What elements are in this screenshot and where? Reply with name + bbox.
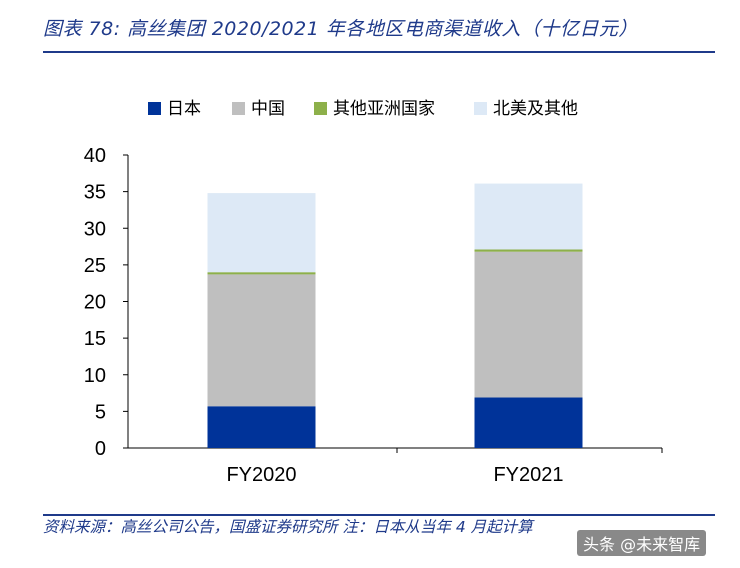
x-tick-label: FY2020 <box>226 464 296 486</box>
legend-swatch-3 <box>314 102 327 115</box>
header-rule <box>43 51 715 53</box>
y-tick-label: 5 <box>95 401 106 423</box>
legend-swatch-2 <box>232 102 245 115</box>
chart-header: 图表 78: 高丝集团 2020/2021 年各地区电商渠道收入（十亿日元） <box>43 12 713 42</box>
y-tick-label: 10 <box>84 365 106 387</box>
legend-swatch-1 <box>148 102 161 115</box>
bar-fy2021-series-1 <box>474 397 583 448</box>
y-tick-label: 35 <box>84 182 106 204</box>
y-tick-label: 40 <box>84 145 106 167</box>
bar-fy2020-series-3 <box>207 272 316 275</box>
bar-fy2021-series-3 <box>474 249 583 252</box>
y-tick-label: 15 <box>84 328 106 350</box>
y-tick-label: 30 <box>84 218 106 240</box>
legend-label-1: 日本 <box>167 99 201 119</box>
legend-label-4: 北美及其他 <box>493 99 578 119</box>
y-tick-label: 0 <box>95 438 106 460</box>
y-tick-label: 20 <box>84 292 106 314</box>
y-tick-label: 25 <box>84 255 106 277</box>
stacked-bar-chart: 日本 中国 其他亚洲国家 北美及其他 0 5 10 15 20 25 30 35 40 FY2020 FY2… <box>84 99 663 486</box>
legend-label-2: 中国 <box>251 99 285 119</box>
chart-title: 图表 78: 高丝集团 2020/2021 年各地区电商渠道收入（十亿日元） <box>43 18 638 40</box>
bar-fy2020-series-1 <box>207 406 316 448</box>
x-tick-label: FY2021 <box>493 464 563 486</box>
bar-fy2021-series-4 <box>474 183 583 250</box>
footer-rule <box>43 514 715 516</box>
bar-fy2020-series-4 <box>207 193 316 273</box>
legend-swatch-4 <box>474 102 487 115</box>
bar-fy2020-series-2 <box>207 274 316 407</box>
source-note: 资料来源：高丝公司公告，国盛证券研究所 注：日本从当年 4 月起计算 <box>43 518 533 536</box>
bar-fy2021-series-2 <box>474 251 583 398</box>
legend-label-3: 其他亚洲国家 <box>333 99 435 119</box>
watermark: 头条 @未来智库 <box>577 530 707 556</box>
